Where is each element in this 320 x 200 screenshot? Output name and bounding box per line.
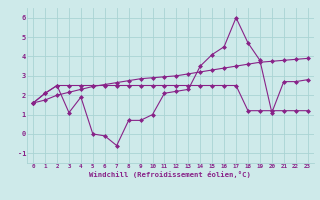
X-axis label: Windchill (Refroidissement éolien,°C): Windchill (Refroidissement éolien,°C) xyxy=(90,171,251,178)
